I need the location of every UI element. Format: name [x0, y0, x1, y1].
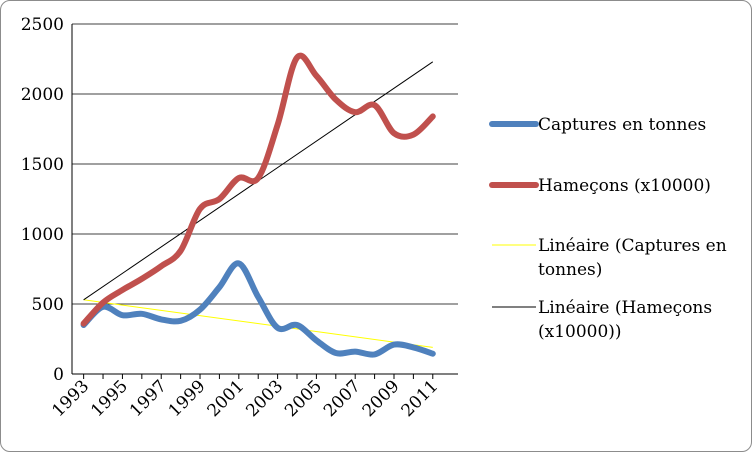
trendlines [83, 61, 434, 348]
x-tick-label: 2005 [281, 376, 326, 421]
y-tick-label: 1000 [21, 225, 64, 245]
y-tick-label: 500 [32, 295, 64, 315]
series-lines [80, 52, 436, 358]
x-tick-label: 2007 [320, 376, 365, 421]
y-tick-labels: 0 500 1000 1500 2000 2500 [21, 15, 64, 385]
x-tick-label: 2003 [242, 376, 287, 421]
x-tick-label: 1995 [87, 376, 132, 421]
trendline-0 [83, 299, 433, 348]
y-tick-label: 2500 [21, 15, 64, 35]
x-tick-label: 1999 [165, 376, 210, 421]
legend-label: Captures en tonnes [538, 115, 706, 135]
legend-label: Linéaire (Captures en [538, 236, 727, 256]
x-tick-label: 2001 [204, 376, 249, 421]
legend-item: Linéaire (Hameçons (x10000)) [492, 298, 712, 342]
y-tick-label: 1500 [21, 155, 64, 175]
legend-label: (x10000)) [538, 322, 622, 342]
legend-item: Captures en tonnes [489, 115, 706, 135]
legend-item: Linéaire (Captures en tonnes) [492, 236, 727, 280]
legend-label: Hameçons (x10000) [538, 176, 711, 196]
y-tick-label: 0 [53, 365, 64, 385]
legend-label: Linéaire (Hameçons [538, 298, 712, 318]
series-line-1 [80, 52, 436, 327]
gridlines [72, 23, 458, 305]
axes [71, 24, 458, 379]
series-line-0 [80, 260, 436, 358]
x-tick-label: 1997 [126, 376, 171, 421]
x-tick-label: 2009 [359, 376, 404, 421]
legend-label: tonnes) [538, 260, 602, 280]
x-tick-label: 2011 [398, 376, 443, 421]
y-tick-label: 2000 [21, 85, 64, 105]
legend-item: Hameçons (x10000) [489, 176, 711, 196]
legend: Captures en tonnes Hameçons (x10000) Linéa… [489, 115, 727, 342]
